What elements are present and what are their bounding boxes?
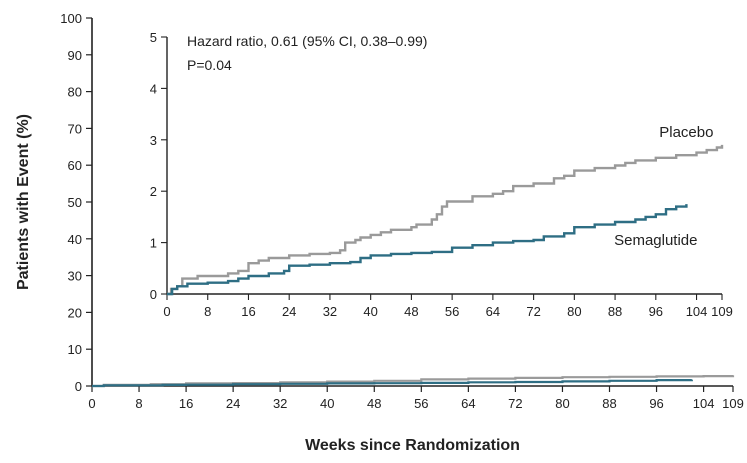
inset-y-tick-label: 5 (150, 30, 157, 45)
x-tick-label: 96 (649, 396, 663, 411)
y-tick-label: 0 (75, 379, 82, 394)
inset-x-tick-label: 48 (404, 304, 418, 319)
inset-x-tick-label: 88 (608, 304, 622, 319)
inset-x-tick-label: 72 (526, 304, 540, 319)
inset-series (167, 144, 724, 296)
x-tick-label: 56 (414, 396, 428, 411)
hazard-ratio-text: Hazard ratio, 0.61 (95% CI, 0.38–0.99) (187, 33, 427, 49)
main-series (92, 375, 735, 388)
inset-axes: 0 1 2 3 4 5 0 8 16 24 32 40 48 56 64 72 80 88 96 104 109 (137, 29, 742, 331)
inset-x-tick-label: 24 (282, 304, 296, 319)
inset-x-tick-label: 32 (323, 304, 337, 319)
inset-y-tick-label: 0 (150, 287, 157, 302)
y-tick-label: 50 (68, 195, 82, 210)
inset-x-tick-label: 64 (486, 304, 500, 319)
x-tick-label: 72 (508, 396, 522, 411)
y-tick-label: 100 (60, 11, 82, 26)
inset-y-tick-label: 3 (150, 133, 157, 148)
main-series-line-semaglutide (92, 379, 693, 388)
x-tick-label: 16 (179, 396, 193, 411)
x-axis-title: Weeks since Randomization (305, 437, 520, 454)
y-tick-label: 20 (68, 305, 82, 320)
inset-series-line-semaglutide (167, 204, 688, 296)
y-tick-label: 40 (68, 232, 82, 247)
y-axis-title: Patients with Event (%) (15, 114, 32, 290)
inset-x-tick-label: 0 (163, 304, 170, 319)
inset-x-tick-label: 8 (204, 304, 211, 319)
x-tick-label: 64 (461, 396, 475, 411)
x-tick-label: 88 (602, 396, 616, 411)
inset-y-tick-label: 2 (150, 184, 157, 199)
inset-x-tick-label: 109 (711, 304, 733, 319)
inset-x-tick-label: 104 (686, 304, 708, 319)
inset-annotations: Hazard ratio, 0.61 (95% CI, 0.38–0.99) P=… (187, 33, 713, 249)
x-tick-label: 109 (722, 396, 744, 411)
x-tick-label: 0 (88, 396, 95, 411)
x-tick-label: 8 (135, 396, 142, 411)
inset-y-tick-label: 4 (150, 81, 157, 96)
y-tick-label: 60 (68, 158, 82, 173)
y-tick-label: 80 (68, 85, 82, 100)
inset-y-tick-label: 1 (150, 236, 157, 251)
x-tick-label: 104 (693, 396, 715, 411)
y-tick-label: 90 (68, 48, 82, 63)
y-tick-label: 10 (68, 342, 82, 357)
y-tick-label: 70 (68, 121, 82, 136)
x-tick-label: 32 (273, 396, 287, 411)
inset-background (137, 29, 742, 331)
x-tick-label: 40 (320, 396, 334, 411)
inset-x-tick-label: 80 (567, 304, 581, 319)
inset-x-tick-label: 40 (363, 304, 377, 319)
x-tick-label: 80 (555, 396, 569, 411)
semaglutide-label: Semaglutide (614, 232, 697, 249)
p-value-text: P=0.04 (187, 57, 232, 73)
inset-series-line-placebo (167, 144, 724, 296)
inset-x-tick-label: 56 (445, 304, 459, 319)
inset-x-tick-label: 96 (649, 304, 663, 319)
x-tick-label: 24 (226, 396, 240, 411)
placebo-label: Placebo (659, 124, 713, 141)
y-tick-label: 30 (68, 269, 82, 284)
x-tick-label: 48 (367, 396, 381, 411)
inset-x-tick-label: 16 (241, 304, 255, 319)
